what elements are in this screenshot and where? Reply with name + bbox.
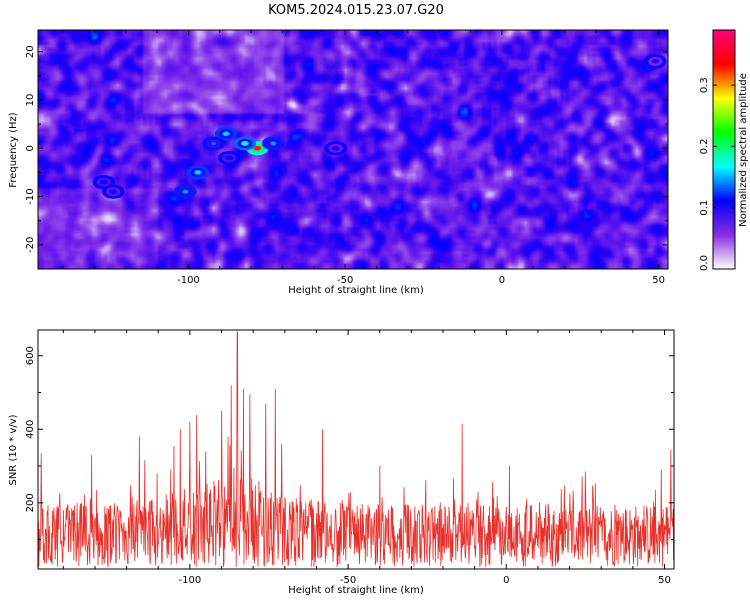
x-tick-label: 50 (658, 575, 671, 586)
colorbar-tick-label: 0.2 (699, 138, 710, 154)
x-tick-label: 50 (652, 275, 665, 286)
snr-panel: -100 -50 0 50 200 400 600 Height of straight … (8, 329, 675, 596)
colorbar-tick-label: 0.3 (699, 77, 710, 93)
heatmap-hotspot-core (652, 59, 659, 64)
colorbar-tick-label: 0.1 (699, 200, 710, 216)
x-tick-label: -100 (179, 575, 202, 586)
heatmap-hotspot-core (223, 132, 229, 136)
chart-title: KOM5.2024.015.23.07.G20 (268, 3, 444, 18)
x-tick-label: -50 (337, 275, 353, 286)
snr-y-ticks: 200 400 600 (25, 346, 674, 541)
heatmap-hotspot-core (101, 180, 107, 184)
heatmap-y-label: Frequency (Hz) (8, 112, 19, 188)
colorbar-tick-label: 0.0 (699, 255, 710, 271)
heatmap-hotspot-core (195, 170, 201, 175)
y-tick-label: 600 (25, 346, 36, 365)
y-tick-label: 10 (25, 94, 36, 107)
heatmap-image (38, 30, 668, 269)
y-tick-label: 200 (25, 493, 36, 512)
y-tick-label: 400 (25, 420, 36, 439)
snr-x-label: Height of straight line (km) (288, 585, 424, 596)
y-tick-label: -20 (25, 237, 36, 253)
colorbar-ticks: 0.0 0.1 0.2 0.3 (699, 77, 735, 271)
heatmap-hotspot-core (333, 146, 339, 151)
heatmap-hotspot-core (210, 141, 217, 146)
colorbar (713, 30, 735, 269)
x-tick-label: -50 (340, 575, 356, 586)
x-tick-label: 0 (503, 575, 509, 586)
y-tick-label: 0 (25, 145, 36, 151)
heatmap-frame (37, 29, 669, 270)
heatmap-hotspot-core (270, 141, 276, 146)
snr-series-line (38, 331, 674, 568)
heatmap-hotspot-core (226, 156, 232, 160)
heatmap-hotspot-core (182, 189, 188, 194)
snr-y-label: SNR (10 * v/v) (8, 414, 19, 485)
heatmap-x-ticks: -100 -50 0 50 (62, 30, 665, 286)
heatmap-hotspots (92, 54, 667, 199)
colorbar-label: Normalized spectral amplitude (738, 73, 749, 227)
heatmap-hotspot-core (242, 141, 248, 146)
heatmap-y-ticks: -20 -10 0 10 20 (25, 45, 668, 253)
y-tick-label: -10 (25, 188, 36, 204)
heatmap-hotspot-core (254, 146, 261, 151)
x-tick-label: -100 (177, 275, 200, 286)
colorbar-frame (712, 29, 736, 270)
snr-x-ticks: -100 -50 0 50 (62, 330, 671, 586)
snr-frame (37, 329, 675, 570)
y-tick-label: 20 (25, 45, 36, 58)
x-tick-label: 0 (499, 275, 505, 286)
heatmap-hotspot-core (110, 189, 116, 194)
heatmap-x-label: Height of straight line (km) (288, 285, 424, 296)
